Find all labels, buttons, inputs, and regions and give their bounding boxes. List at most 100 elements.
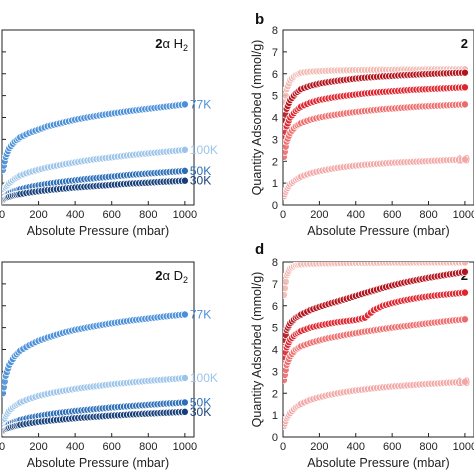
series-curve-1: [283, 262, 469, 299]
series-30K: [2, 407, 189, 436]
data-point: [283, 284, 289, 293]
x-tick-label: 1000: [453, 209, 474, 221]
plot-area: [283, 65, 469, 201]
y-tick-label: 1: [272, 410, 278, 422]
data-point: [460, 377, 469, 386]
data-point: [180, 373, 189, 382]
plot-area: [283, 262, 469, 431]
y-tick-label: 4: [272, 345, 278, 357]
y-tick-label: 6: [272, 301, 278, 313]
series-label: 100K: [190, 371, 218, 385]
y-tick-label: 8: [272, 25, 278, 37]
y-tick-label: 3: [272, 134, 278, 146]
series-30K: [2, 176, 189, 205]
x-tick-label: 800: [419, 441, 437, 453]
series-100K: [2, 373, 189, 428]
data-point: [180, 145, 189, 154]
y-tick-label: 1: [272, 178, 278, 190]
series-curve-4: [283, 100, 469, 161]
y-tick-label: 7: [272, 279, 278, 291]
series-77K: [2, 100, 189, 174]
data-point: [180, 176, 189, 185]
y-tick-label: 7: [272, 47, 278, 59]
x-tick-label: 200: [310, 441, 328, 453]
x-tick-label: 400: [66, 441, 84, 453]
plot-area: [2, 100, 189, 205]
x-tick-label: 400: [66, 209, 84, 221]
x-tick-label: 800: [139, 441, 157, 453]
x-tick-label: 1000: [173, 209, 197, 221]
y-axis-label: Quantity Adsorbed (mmol/g): [250, 272, 264, 428]
panel-c: 0 200 400 600 800 1000 Absolute Pressure (mbar…: [0, 261, 218, 470]
data-point: [180, 310, 189, 319]
x-tick-label: 600: [383, 209, 401, 221]
series-label: 100K: [190, 143, 218, 157]
x-tick-label: 800: [419, 209, 437, 221]
series-label: 77K: [190, 97, 211, 111]
data-point: [460, 83, 469, 92]
data-point: [460, 100, 469, 109]
data-point: [460, 315, 469, 324]
y-tick-label: 4: [272, 113, 278, 125]
series-label: 10: [457, 375, 471, 389]
y-tick-label: 8: [272, 257, 278, 269]
x-tick-label: 200: [29, 209, 47, 221]
series-label: 50K: [190, 164, 211, 178]
y-tick-label: 6: [272, 69, 278, 81]
series-curve-3: [283, 83, 469, 148]
panel-a: 0 200 400 600 800 1000 Absolute Pressure (mbar…: [0, 29, 218, 238]
panel-d: 0 200 400 600 800 1000 0 1 2 3 4 5 6 7 8 Absolute Press…: [250, 241, 474, 470]
series-curve-2: [283, 68, 469, 131]
x-tick-label: 0: [0, 441, 5, 453]
panel-title: 2α H2: [155, 36, 188, 53]
x-tick-label: 600: [383, 441, 401, 453]
data-point: [180, 166, 189, 175]
plot-area: [2, 310, 189, 436]
data-point: [460, 267, 469, 276]
panel-letter: d: [255, 241, 264, 258]
panel-letter: b: [255, 11, 264, 28]
x-tick-label: 200: [29, 441, 47, 453]
x-axis-label: Absolute Pressure (mbar): [27, 224, 169, 238]
data-point: [283, 277, 290, 286]
series-label: 30K: [190, 174, 211, 188]
y-tick-label: 2: [272, 156, 278, 168]
series-label: 30K: [190, 405, 211, 419]
data-point: [460, 155, 469, 164]
x-axis-label: Absolute Pressure (mbar): [307, 224, 449, 238]
series-label: 77K: [190, 308, 211, 322]
data-point: [180, 100, 189, 109]
data-point: [460, 288, 469, 297]
series-10: [283, 377, 469, 431]
y-tick-label: 5: [272, 323, 278, 335]
data-point: [180, 398, 189, 407]
data-point: [180, 407, 189, 416]
x-tick-label: 600: [103, 209, 121, 221]
y-tick-label: 0: [272, 200, 278, 212]
data-point: [283, 290, 288, 299]
x-axis-label: Absolute Pressure (mbar): [307, 456, 449, 470]
panel-title: 2: [461, 36, 468, 51]
x-tick-label: 400: [347, 441, 365, 453]
series-label: 10: [457, 153, 471, 167]
series-10: [283, 155, 469, 201]
y-tick-label: 2: [272, 388, 278, 400]
x-tick-label: 400: [347, 209, 365, 221]
panel-b: 0 200 400 600 800 1000 0 1 2 3 4 5 6 7 8 Absolute Press…: [250, 11, 474, 238]
y-tick-label: 3: [272, 366, 278, 378]
data-point: [460, 68, 469, 77]
x-tick-label: 800: [139, 209, 157, 221]
x-tick-label: 0: [0, 209, 5, 221]
series-curve-2: [283, 267, 469, 350]
y-axis-label: Quantity Adsorbed (mmol/g): [250, 40, 264, 196]
x-tick-label: 0: [280, 209, 286, 221]
x-tick-label: 0: [280, 441, 286, 453]
series-label: 50K: [190, 395, 211, 409]
panel-title: 2α D2: [155, 268, 188, 285]
series-curve-4: [283, 315, 469, 385]
x-axis-label: Absolute Pressure (mbar): [27, 456, 169, 470]
x-tick-label: 1000: [173, 441, 197, 453]
x-tick-label: 200: [310, 209, 328, 221]
y-tick-label: 0: [272, 432, 278, 444]
